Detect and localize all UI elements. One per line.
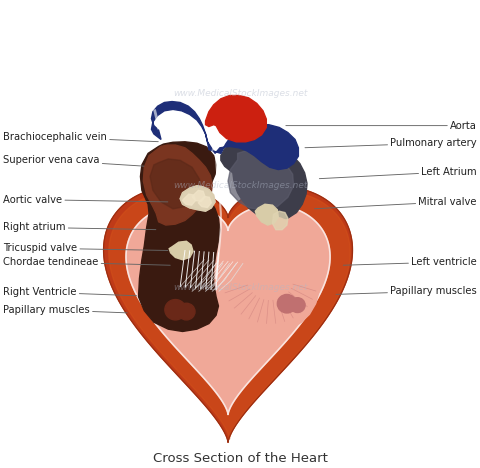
Polygon shape (139, 142, 220, 331)
Text: Right atrium: Right atrium (3, 222, 156, 233)
Circle shape (290, 298, 305, 313)
Polygon shape (180, 186, 215, 211)
Polygon shape (109, 191, 350, 439)
Text: Aorta: Aorta (286, 121, 477, 131)
Text: Aortic valve: Aortic valve (3, 195, 168, 205)
Text: Left ventricle: Left ventricle (343, 257, 477, 267)
Polygon shape (192, 190, 205, 201)
Text: Tricuspid valve: Tricuspid valve (3, 243, 168, 253)
Polygon shape (221, 139, 307, 220)
Polygon shape (255, 204, 278, 225)
Polygon shape (152, 102, 299, 169)
Text: Pulmonary artery: Pulmonary artery (305, 138, 477, 148)
Text: Brachiocephalic vein: Brachiocephalic vein (3, 132, 158, 142)
Text: www.MedicalStockImages.net: www.MedicalStockImages.net (173, 89, 307, 98)
Polygon shape (126, 205, 330, 415)
Polygon shape (150, 159, 202, 209)
Polygon shape (273, 211, 288, 230)
Polygon shape (169, 241, 193, 260)
Text: Cross Section of the Heart: Cross Section of the Heart (153, 452, 327, 465)
Text: Superior vena cava: Superior vena cava (3, 155, 144, 166)
Polygon shape (182, 194, 195, 205)
Text: Chordae tendineae: Chordae tendineae (3, 257, 170, 267)
Polygon shape (198, 197, 211, 207)
Text: Papillary muscles: Papillary muscles (336, 286, 477, 296)
Text: Right Ventricle: Right Ventricle (3, 287, 137, 297)
Polygon shape (180, 186, 215, 211)
Text: www.MedicalStockImages.net: www.MedicalStockImages.net (173, 283, 307, 292)
Polygon shape (144, 145, 212, 225)
Polygon shape (228, 150, 294, 210)
Text: Papillary muscles: Papillary muscles (3, 305, 127, 314)
Text: www.MedicalStockImages.net: www.MedicalStockImages.net (173, 181, 307, 190)
Circle shape (178, 303, 195, 320)
Circle shape (277, 294, 297, 313)
Polygon shape (220, 216, 321, 333)
Text: Mitral valve: Mitral valve (314, 197, 477, 209)
Polygon shape (205, 95, 266, 142)
Text: Left Atrium: Left Atrium (319, 167, 477, 179)
Circle shape (165, 300, 186, 320)
Polygon shape (104, 187, 352, 442)
